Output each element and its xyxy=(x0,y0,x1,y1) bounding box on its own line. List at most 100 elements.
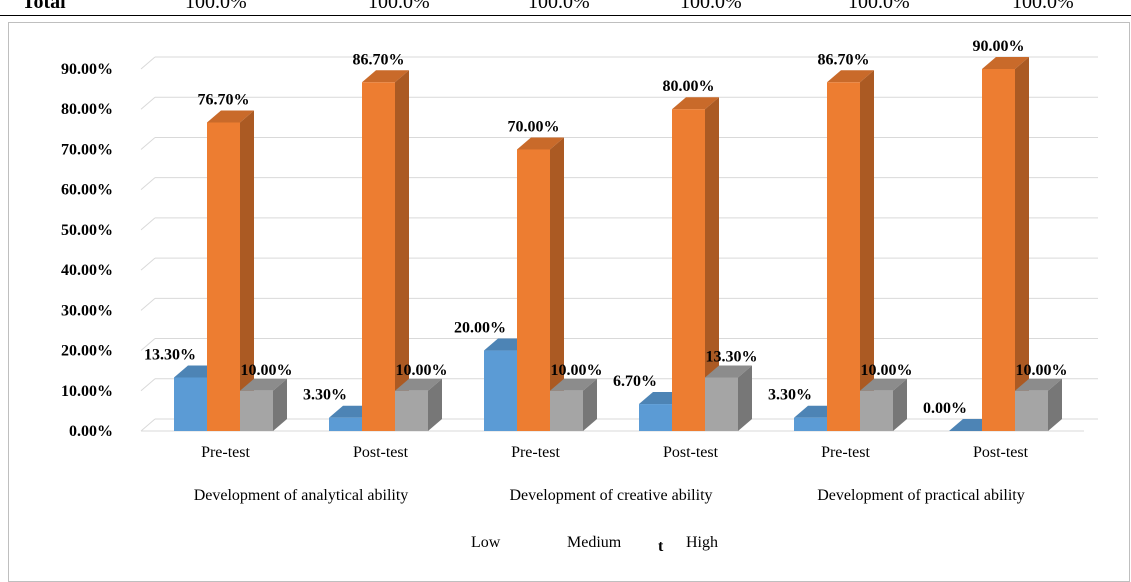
x-tick-label: Post-test xyxy=(973,444,1029,461)
bar-top-face xyxy=(362,70,409,83)
x-tick-label: Post-test xyxy=(353,444,409,461)
group-label: Development of analytical ability xyxy=(194,487,409,504)
data-label: 3.30% xyxy=(768,387,812,404)
total-cell: 100.0% xyxy=(680,0,742,13)
x-tick-label: Pre-test xyxy=(821,444,870,461)
bar xyxy=(240,390,273,431)
bar-side-face xyxy=(395,70,409,432)
group-label: Development of practical ability xyxy=(817,487,1024,504)
bar-side-face xyxy=(583,378,597,431)
bar xyxy=(860,390,893,431)
bar-top-face xyxy=(395,378,442,391)
bar-side-face xyxy=(893,378,907,431)
x-tick-label: Pre-test xyxy=(201,444,250,461)
bar-side-face xyxy=(240,110,254,432)
legend-entry-medium: Medium xyxy=(567,534,622,551)
table-total-row: Total 100.0% 100.0% 100.0% 100.0% 100.0%… xyxy=(0,0,1131,16)
bar-side-face xyxy=(550,137,564,431)
bar xyxy=(517,149,550,431)
bar-side-face xyxy=(428,378,442,431)
data-label: 6.70% xyxy=(613,373,657,390)
data-label: 13.30% xyxy=(706,349,758,366)
bar xyxy=(672,109,705,431)
bar-side-face xyxy=(738,365,752,431)
y-tick-label: 20.00% xyxy=(61,343,113,360)
bar xyxy=(639,404,672,431)
total-cell: 100.0% xyxy=(528,0,590,13)
bar xyxy=(207,122,240,432)
data-label: 10.00% xyxy=(861,362,913,379)
bar-top-face xyxy=(705,365,752,378)
bar-side-face xyxy=(705,97,719,431)
bar xyxy=(705,377,738,431)
bar-top-face xyxy=(240,378,287,391)
group-label: Development of creative ability xyxy=(509,487,712,504)
total-cell: 100.0% xyxy=(368,0,430,13)
data-label: 3.30% xyxy=(303,387,347,404)
data-label: 10.00% xyxy=(241,362,293,379)
data-label: 76.70% xyxy=(198,91,250,108)
y-tick-label: 80.00% xyxy=(61,101,113,118)
bar xyxy=(794,417,827,431)
data-label: 80.00% xyxy=(663,78,715,95)
y-tick-label: 0.00% xyxy=(69,423,113,440)
data-label: 70.00% xyxy=(508,118,560,135)
table-rule xyxy=(0,15,1131,16)
bar-top-face xyxy=(207,110,254,123)
x-tick-label: Post-test xyxy=(663,444,719,461)
gridline-depth xyxy=(140,96,156,110)
y-tick-label: 30.00% xyxy=(61,302,113,319)
y-tick-label: 50.00% xyxy=(61,222,113,239)
gridline-depth xyxy=(140,56,156,70)
bar-top-face xyxy=(827,70,874,83)
bar xyxy=(395,390,428,431)
bar xyxy=(362,82,395,432)
bar-top-face xyxy=(550,378,597,391)
y-tick-label: 60.00% xyxy=(61,182,113,199)
total-cell: 100.0% xyxy=(185,0,247,13)
gridline-depth xyxy=(140,177,156,191)
bar xyxy=(982,69,1015,431)
data-label: 20.00% xyxy=(454,320,506,337)
data-label: 10.00% xyxy=(551,362,603,379)
bar-top-face xyxy=(517,137,564,150)
gridline-depth xyxy=(140,378,156,392)
data-label: 13.30% xyxy=(144,347,196,364)
data-label: 0.00% xyxy=(923,400,967,417)
data-label: 10.00% xyxy=(396,362,448,379)
bar xyxy=(174,377,207,431)
gridline-depth xyxy=(140,338,156,351)
bar xyxy=(1015,390,1048,431)
total-cell: 100.0% xyxy=(1012,0,1074,13)
bar-chart-3d: 0.00% 10.00% 20.00% 30.00% 40.00% 50.00% 60.00… xyxy=(61,38,1098,555)
y-tick-label: 40.00% xyxy=(61,262,113,279)
bar-side-face xyxy=(1015,57,1029,431)
y-tick-label: 10.00% xyxy=(61,383,113,400)
bar xyxy=(827,82,860,432)
legend-entry-low: Low xyxy=(471,534,501,551)
bar xyxy=(550,390,583,431)
bar-side-face xyxy=(860,70,874,432)
bar-side-face xyxy=(1048,378,1062,431)
total-row-label: Total xyxy=(22,0,66,13)
x-tick-label: Pre-test xyxy=(511,444,560,461)
gridline-depth xyxy=(140,217,156,231)
gridline-depth xyxy=(140,297,156,311)
legend-entry-high: High xyxy=(686,534,718,551)
bar-top-face xyxy=(982,57,1029,69)
data-label: 10.00% xyxy=(1016,362,1068,379)
data-label: 86.70% xyxy=(818,51,870,68)
total-cell: 100.0% xyxy=(848,0,910,13)
gridline-depth xyxy=(140,137,156,150)
bar-top-face xyxy=(860,378,907,391)
y-tick-label: 70.00% xyxy=(61,141,113,158)
bar-top-face xyxy=(1015,378,1062,391)
bar xyxy=(484,350,517,431)
y-tick-label: 90.00% xyxy=(61,61,113,78)
gridline-depth xyxy=(140,257,156,271)
legend-separator: t xyxy=(658,538,664,555)
data-label: 86.70% xyxy=(353,51,405,68)
data-label: 90.00% xyxy=(973,38,1025,55)
gridline-depth xyxy=(140,418,156,432)
bar-side-face xyxy=(273,378,287,431)
